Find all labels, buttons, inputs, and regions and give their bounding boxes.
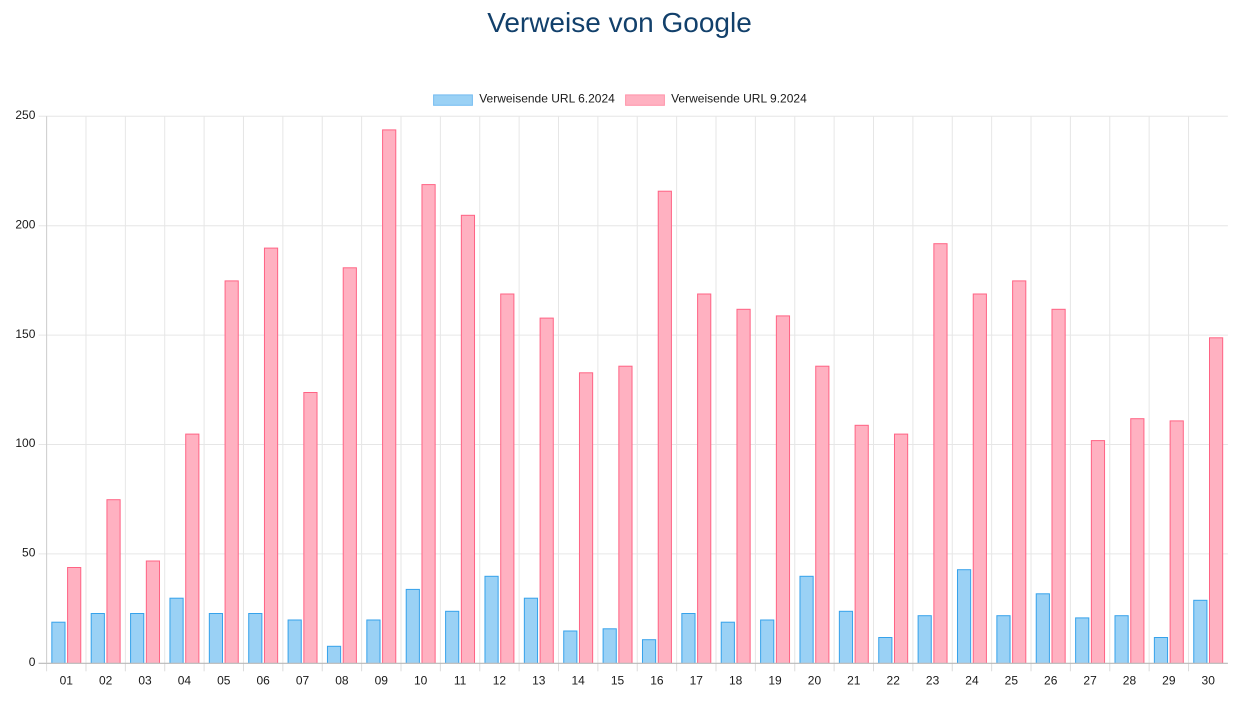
svg-text:01: 01 (60, 673, 74, 687)
svg-text:12: 12 (493, 673, 507, 687)
svg-text:Verweisende URL 6.2024: Verweisende URL 6.2024 (479, 92, 615, 106)
svg-text:02: 02 (99, 673, 113, 687)
svg-text:05: 05 (217, 673, 231, 687)
svg-text:11: 11 (454, 673, 467, 687)
svg-text:28: 28 (1123, 673, 1137, 687)
svg-text:15: 15 (611, 673, 625, 687)
svg-text:50: 50 (22, 546, 36, 560)
svg-text:13: 13 (532, 673, 546, 687)
svg-text:18: 18 (729, 673, 743, 687)
svg-text:04: 04 (178, 673, 192, 687)
svg-text:21: 21 (847, 673, 861, 687)
svg-text:Verweisende URL 9.2024: Verweisende URL 9.2024 (671, 92, 807, 106)
svg-text:22: 22 (887, 673, 901, 687)
svg-text:29: 29 (1162, 673, 1176, 687)
svg-text:10: 10 (414, 673, 428, 687)
svg-text:26: 26 (1044, 673, 1058, 687)
svg-text:20: 20 (808, 673, 822, 687)
svg-text:0: 0 (29, 655, 36, 669)
svg-text:14: 14 (572, 673, 586, 687)
svg-text:250: 250 (15, 108, 35, 122)
svg-text:100: 100 (15, 436, 35, 450)
svg-text:06: 06 (256, 673, 270, 687)
svg-text:30: 30 (1202, 673, 1216, 687)
svg-text:17: 17 (690, 673, 704, 687)
svg-text:16: 16 (650, 673, 664, 687)
svg-text:150: 150 (15, 327, 35, 341)
svg-text:27: 27 (1083, 673, 1097, 687)
svg-text:200: 200 (15, 217, 35, 231)
svg-text:Verweise von Google: Verweise von Google (487, 7, 752, 38)
svg-text:19: 19 (768, 673, 782, 687)
svg-text:08: 08 (335, 673, 349, 687)
svg-text:03: 03 (138, 673, 152, 687)
svg-text:25: 25 (1005, 673, 1019, 687)
svg-text:24: 24 (965, 673, 979, 687)
svg-text:07: 07 (296, 673, 310, 687)
svg-text:23: 23 (926, 673, 940, 687)
svg-text:09: 09 (375, 673, 389, 687)
